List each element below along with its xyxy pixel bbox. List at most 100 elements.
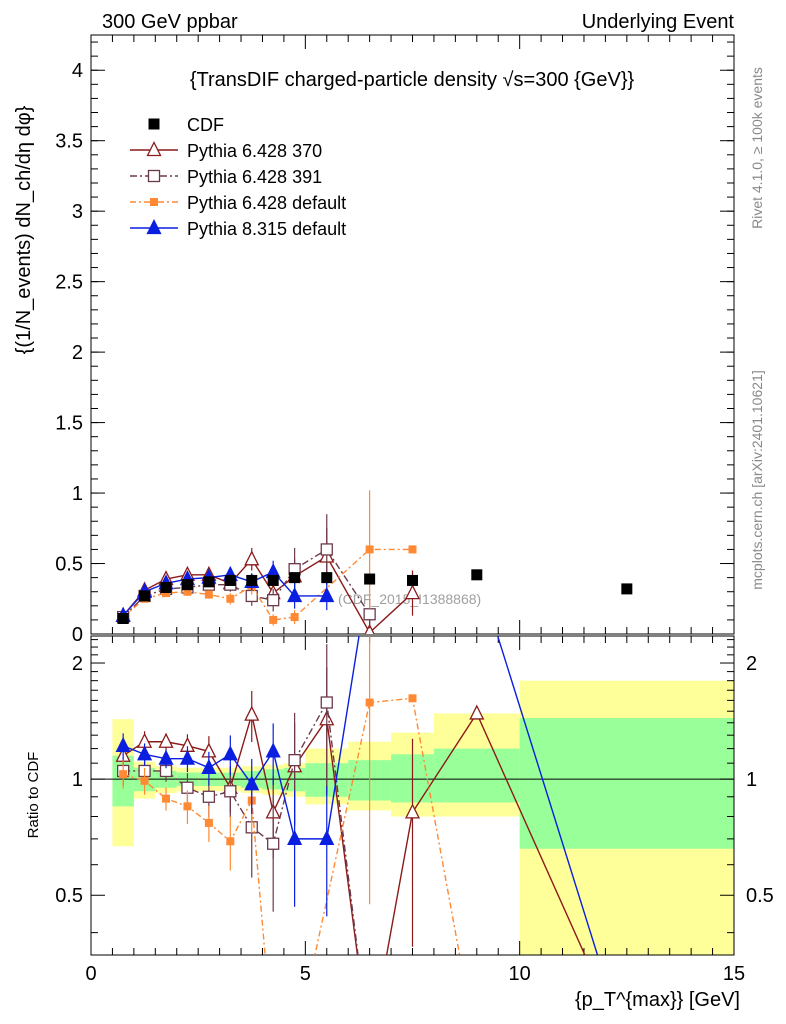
legend-marker <box>146 219 162 235</box>
data-point <box>183 587 192 596</box>
cdf-data-point <box>321 572 333 584</box>
y-tick-label: 2 <box>72 653 83 675</box>
y-tick-label: 3.5 <box>55 131 83 153</box>
ratio-point <box>179 749 196 765</box>
ratio-point <box>222 745 238 761</box>
main-plot-frame: 0 0.5 1 1.5 2 2.5 3 3.5 4 <box>55 34 735 646</box>
x-axis-label: {p_T^{max}} [GeV] <box>575 989 740 1011</box>
ratio-point <box>288 753 301 767</box>
y-axis-label-ratio: Ratio to CDF <box>25 752 42 839</box>
ratio-point <box>204 818 213 827</box>
plot-title: {TransDIF charged-particle density √s=30… <box>190 69 635 91</box>
ratio-series-layer <box>115 636 599 955</box>
ratio-band-inner <box>519 718 734 849</box>
legend-label: Pythia 8.315 default <box>187 219 346 239</box>
data-point <box>320 543 333 556</box>
y-tick-label: 1.5 <box>55 413 83 435</box>
y-tick-label: 0 <box>72 624 83 646</box>
x-tick-label: 5 <box>300 963 311 985</box>
ratio-point <box>158 749 174 765</box>
mcplots-label: mcplots.cern.ch [arXiv:2401.10621] <box>749 370 765 589</box>
ratio-point <box>226 837 235 846</box>
ratio-point <box>183 802 192 811</box>
cdf-data-point <box>267 574 279 586</box>
cdf-data-point <box>471 569 483 581</box>
data-point <box>267 594 280 607</box>
main-series-layer <box>115 490 633 634</box>
ratio-point <box>224 785 237 798</box>
ratio-point <box>115 736 131 752</box>
ratio-point <box>158 732 174 748</box>
legend-cdf-marker <box>148 118 160 130</box>
data-point <box>290 613 299 622</box>
legend: CDF Pythia 6.428 370 Pythia 6.428 391 Pythi… <box>130 115 346 239</box>
data-point <box>319 586 335 603</box>
y-axis-label-main: {(1/N_events) dN_ch/dη dφ} <box>13 105 35 354</box>
ratio-point <box>404 803 421 819</box>
ratio-point <box>137 745 153 761</box>
data-point <box>162 589 171 598</box>
cdf-data-point <box>117 612 129 624</box>
x-tick-label: 0 <box>85 963 96 985</box>
series-line <box>122 571 327 617</box>
cdf-data-point <box>139 590 151 602</box>
cdf-data-point <box>203 576 215 588</box>
x-tick-label: 15 <box>723 963 745 985</box>
data-point <box>365 545 374 554</box>
ratio-point <box>265 742 281 758</box>
cdf-data-point <box>364 573 376 585</box>
data-point <box>244 550 260 566</box>
data-point <box>269 615 278 624</box>
data-point <box>287 586 303 603</box>
rivet-label: Rivet 4.1.0, ≥ 100k events <box>749 67 765 229</box>
legend-marker <box>147 169 161 183</box>
ratio-point <box>162 794 171 803</box>
ratio-point <box>201 758 217 774</box>
ratio-band-inner <box>433 748 520 803</box>
y-tick-label-right: 0.5 <box>746 885 774 907</box>
y-tick-label-right: 2 <box>746 653 757 675</box>
y-tick-label: 0.5 <box>55 885 83 907</box>
data-point <box>404 584 421 600</box>
cdf-data-point <box>160 581 172 593</box>
y-tick-label: 4 <box>72 60 83 82</box>
y-tick-label: 1 <box>72 483 83 505</box>
ratio-point <box>244 775 260 791</box>
ratio-point <box>267 837 280 850</box>
series-line <box>122 548 371 618</box>
ratio-point <box>365 698 374 707</box>
legend-marker <box>150 198 158 206</box>
ratio-point <box>287 829 303 846</box>
ratio-point <box>320 696 333 709</box>
ratio-point <box>469 704 485 720</box>
cdf-data-point <box>407 574 418 586</box>
legend-cdf-label: CDF <box>187 115 224 135</box>
legend-marker <box>146 141 162 157</box>
data-point <box>408 545 417 554</box>
y-tick-label: 1 <box>72 769 83 791</box>
cdf-data-point <box>621 583 633 595</box>
cdf-data-point <box>246 574 258 586</box>
ratio-plot-frame: 0.5 0.5 1 1 2 2 0 5 10 15 <box>55 635 774 985</box>
ratio-point <box>140 776 149 785</box>
legend-label: Pythia 6.428 391 <box>187 167 322 187</box>
ratio-uncertainty-bands <box>112 680 734 955</box>
legend-label: Pythia 6.428 370 <box>187 141 322 161</box>
ratio-point <box>202 790 216 803</box>
y-tick-label-right: 1 <box>746 769 757 791</box>
data-point <box>204 590 213 599</box>
legend-label: Pythia 6.428 default <box>187 193 346 213</box>
y-tick-label: 3 <box>72 201 83 223</box>
y-tick-label: 2 <box>72 342 83 364</box>
x-tick-label: 10 <box>509 963 531 985</box>
cdf-data-point <box>289 572 301 584</box>
cdf-data-point <box>181 579 193 591</box>
header-right: Underlying Event <box>582 11 735 33</box>
header-left: 300 GeV ppbar <box>102 11 238 33</box>
ratio-point <box>119 770 128 779</box>
cdf-data-point <box>224 574 236 586</box>
y-tick-label: 0.5 <box>55 554 83 576</box>
data-point <box>226 594 235 603</box>
ratio-point <box>244 705 260 721</box>
data-point <box>363 608 376 621</box>
